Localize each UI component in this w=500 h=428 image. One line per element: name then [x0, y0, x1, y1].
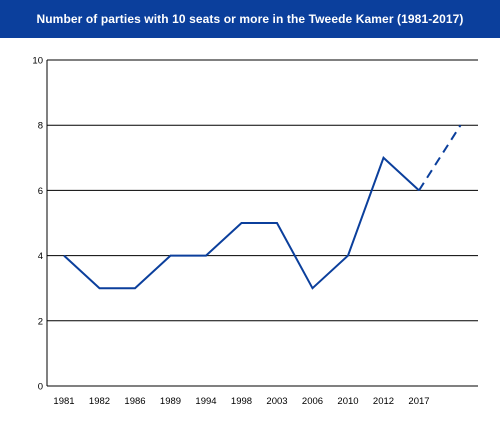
title-bar: Number of parties with 10 seats or more … [0, 0, 500, 38]
x-tick-label: 2003 [266, 396, 287, 407]
y-tick-labels: 0 2 4 6 8 10 [32, 56, 43, 393]
gridlines [46, 59, 478, 387]
x-tick-label: 2017 [408, 396, 429, 407]
x-tick-label: 2012 [373, 396, 394, 407]
y-tick-label: 2 [38, 316, 43, 327]
x-tick-label: 2010 [337, 396, 358, 407]
y-tick-label: 8 [38, 121, 43, 132]
series-line [63, 156, 420, 290]
x-tick-label: 1998 [231, 396, 252, 407]
projection-line [418, 124, 462, 191]
y-tick-label: 10 [32, 56, 43, 67]
series [63, 124, 462, 290]
x-tick-label: 1982 [89, 396, 110, 407]
x-tick-labels: 1981 1982 1986 1989 1994 1998 2003 2006 2010 2012… [53, 396, 429, 407]
x-tick-label: 1994 [195, 396, 216, 407]
chart-title: Number of parties with 10 seats or more … [36, 12, 464, 26]
x-tick-label: 1989 [160, 396, 181, 407]
y-tick-label: 4 [38, 251, 43, 262]
x-tick-label: 2006 [302, 396, 323, 407]
y-tick-label: 0 [38, 382, 43, 393]
x-tick-label: 1981 [53, 396, 74, 407]
x-tick-label: 1986 [124, 396, 145, 407]
y-tick-label: 6 [38, 186, 43, 197]
